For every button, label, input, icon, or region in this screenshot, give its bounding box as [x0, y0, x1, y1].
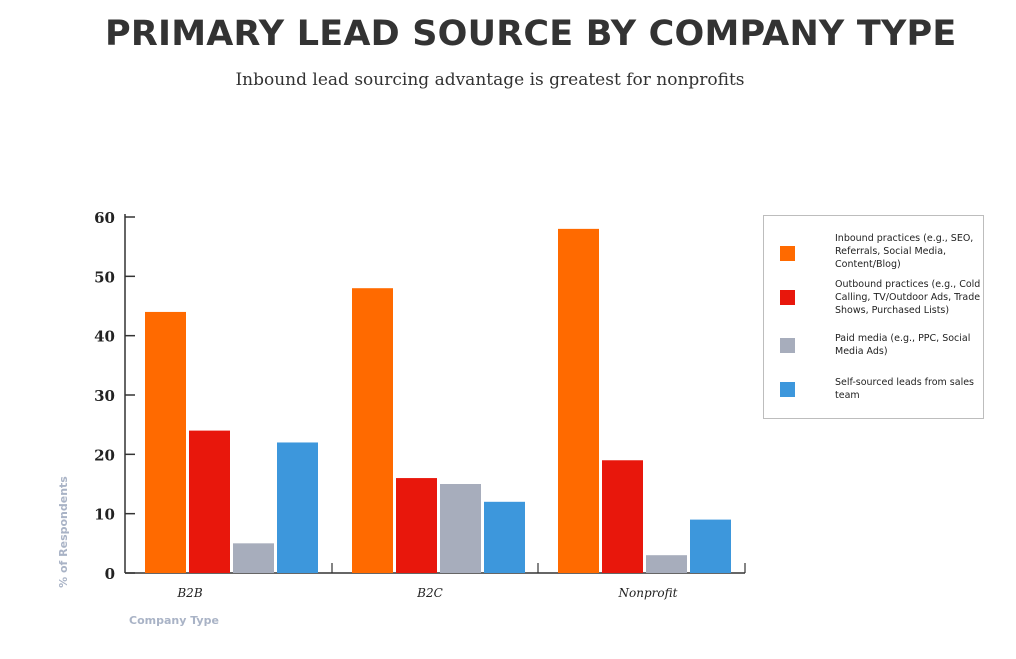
bar-self-nonprofit — [690, 519, 731, 573]
legend: Inbound practices (e.g., SEO, Referrals,… — [763, 215, 984, 419]
legend-swatch-outbound — [780, 290, 795, 305]
legend-swatch-self — [780, 382, 795, 397]
y-tick-label: 30 — [94, 387, 115, 405]
legend-item-outbound: Outbound practices (e.g., Cold Calling, … — [780, 278, 980, 322]
legend-swatch-inbound — [780, 246, 795, 261]
y-tick-label: 50 — [94, 268, 115, 286]
legend-item-self: Self-sourced leads from sales team — [780, 376, 975, 420]
legend-swatch-paid — [780, 338, 795, 353]
legend-label-outbound: Outbound practices (e.g., Cold Calling, … — [835, 279, 981, 316]
bar-self-b2c — [484, 501, 525, 573]
legend-item-inbound: Inbound practices (e.g., SEO, Referrals,… — [780, 232, 975, 276]
bar-paid-b2b — [233, 543, 274, 573]
y-tick-label: 10 — [94, 506, 115, 524]
y-tick-label: 0 — [105, 565, 115, 583]
x-category-label: B2C — [416, 586, 443, 600]
bar-self-b2b — [277, 442, 318, 573]
legend-label-self: Self-sourced leads from sales team — [835, 377, 975, 401]
y-tick-label: 20 — [94, 446, 115, 464]
bar-inbound-b2b — [145, 311, 186, 573]
bar-outbound-nonprofit — [602, 460, 643, 573]
bar-outbound-b2c — [396, 478, 437, 573]
chart-subtitle: Inbound lead sourcing advantage is great… — [235, 70, 745, 90]
bar-paid-nonprofit — [646, 555, 687, 573]
legend-label-paid: Paid media (e.g., PPC, Social Media Ads) — [835, 333, 971, 357]
legend-label-inbound: Inbound practices (e.g., SEO, Referrals,… — [835, 233, 974, 270]
legend-item-paid: Paid media (e.g., PPC, Social Media Ads) — [780, 332, 975, 376]
x-category-label: Nonprofit — [618, 586, 678, 600]
y-tick-label: 40 — [94, 328, 115, 346]
x-category-label: B2B — [176, 586, 202, 600]
bar-inbound-b2c — [352, 288, 393, 573]
bar-paid-b2c — [440, 484, 481, 573]
y-axis-title: % of Respondents — [57, 476, 70, 588]
x-axis-title: Company Type — [129, 614, 219, 627]
chart-title: PRIMARY LEAD SOURCE BY COMPANY TYPE — [105, 14, 957, 54]
bar-outbound-b2b — [189, 430, 230, 573]
y-tick-label: 60 — [94, 209, 115, 227]
bar-inbound-nonprofit — [558, 228, 599, 573]
